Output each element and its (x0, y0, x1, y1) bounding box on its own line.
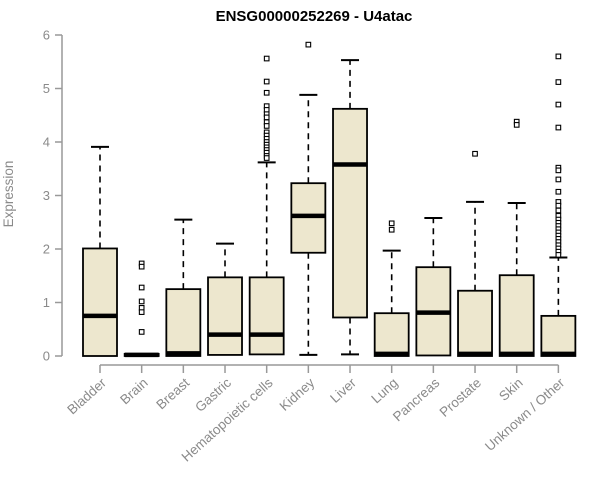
outlier-marker (263, 123, 270, 129)
outlier-marker (555, 124, 562, 131)
boxplot-group-unknown-other (540, 53, 577, 357)
box (373, 312, 410, 357)
outlier-marker (138, 298, 145, 305)
outlier-marker (263, 155, 270, 161)
outlier-marker (138, 309, 145, 315)
box (207, 276, 243, 356)
chart-title: ENSG00000252269 - U4atac (216, 8, 413, 25)
outlier-marker (138, 284, 145, 291)
plot-area: 0 1 2 3 4 5 6 Bladder Brain Breast GastricHematopo… (43, 28, 577, 465)
box (498, 274, 535, 357)
outlier-marker (263, 78, 270, 85)
y-tick-label: 3 (43, 188, 50, 203)
boxplot-group-prostate (457, 150, 493, 357)
boxplot-group-brain (123, 260, 160, 358)
box (165, 288, 202, 357)
y-tick-label: 5 (43, 81, 50, 96)
y-tick-label: 2 (43, 242, 50, 257)
box (82, 247, 118, 357)
outlier-marker (263, 89, 270, 96)
boxplot-group-skin (498, 118, 535, 357)
outlier-marker (305, 41, 312, 48)
y-axis-label: Expression (1, 161, 16, 228)
boxplot-group-hematopoietic-cells (248, 55, 285, 356)
boxplot-group-breast (165, 218, 202, 357)
box (457, 289, 493, 357)
outlier-marker (555, 207, 562, 214)
outlier-marker (513, 122, 520, 128)
x-category-label: Brain (117, 375, 150, 407)
boxplot-group-gastric (207, 242, 243, 356)
box (332, 107, 368, 319)
boxplot-group-pancreas (415, 216, 452, 357)
x-category-label: Kidney (277, 375, 318, 414)
x-category-label: Skin (496, 375, 526, 404)
outlier-marker (555, 202, 562, 209)
y-tick-label: 6 (43, 28, 50, 43)
y-tick-label: 1 (43, 295, 50, 310)
boxplot-group-liver (332, 59, 368, 356)
outlier-marker (555, 101, 562, 108)
y-axis: 0 1 2 3 4 5 6 (43, 28, 63, 364)
outlier-marker (138, 329, 145, 335)
boxplot-group-bladder (82, 145, 118, 357)
boxplot-group-lung (373, 220, 410, 357)
x-category-label: Breast (153, 375, 192, 412)
outlier-marker (263, 114, 270, 121)
boxplot-group-kidney (290, 41, 327, 356)
outlier-marker (555, 252, 562, 258)
x-category-label: Pancreas (390, 375, 443, 424)
outlier-marker (388, 226, 395, 233)
y-tick-label: 4 (43, 135, 50, 150)
y-tick-label: 0 (43, 349, 50, 364)
outlier-marker (555, 176, 562, 183)
outlier-marker (263, 55, 270, 62)
box (248, 276, 285, 356)
outlier-marker (138, 263, 145, 270)
outlier-marker (555, 79, 562, 85)
outlier-marker (555, 53, 562, 60)
x-category-label: Liver (327, 375, 359, 406)
box (540, 314, 577, 357)
outlier-marker (555, 167, 562, 174)
x-category-label: Prostate (437, 375, 484, 420)
outlier-marker (555, 188, 562, 195)
x-category-label: Bladder (64, 375, 109, 418)
x-category-label: Lung (368, 375, 400, 406)
outlier-marker (472, 150, 478, 157)
outlier-marker (388, 220, 395, 227)
